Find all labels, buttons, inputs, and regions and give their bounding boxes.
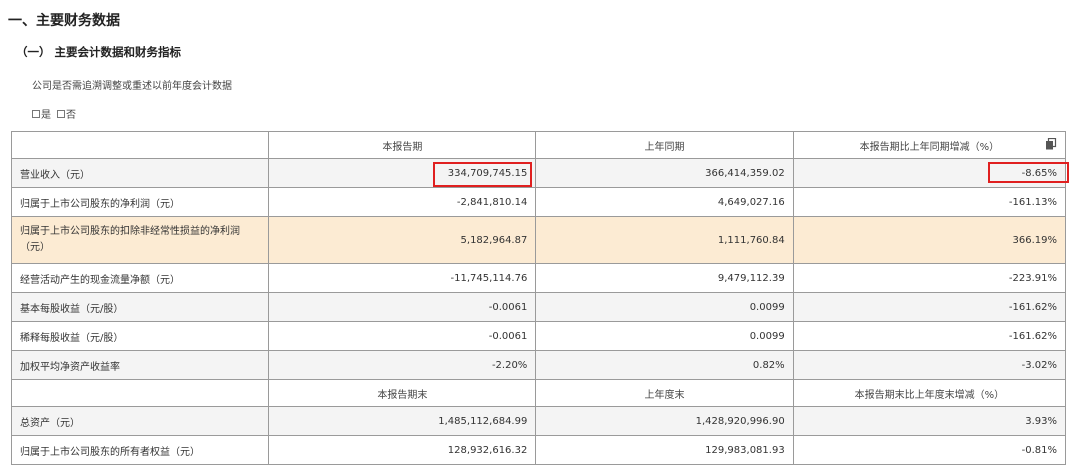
current-value-cell: -2,841,810.14 [268, 187, 537, 217]
prior-value-cell: 1,111,760.84 [535, 216, 794, 264]
highlight-box-change [988, 162, 1069, 183]
table-row: 经营活动产生的现金流量净额（元） -11,745,114.76 9,479,11… [10, 263, 1067, 293]
row-label: 营业收入（元） [10, 158, 270, 188]
current-value-cell: -11,745,114.76 [268, 263, 537, 293]
option-yes[interactable]: 是 [32, 106, 51, 121]
table-row: 稀释每股收益（元/股） -0.0061 0.0099 -161.62% [10, 321, 1067, 351]
row-label: 基本每股收益（元/股） [10, 292, 270, 322]
table-row: 归属于上市公司股东的净利润（元） -2,841,810.14 4,649,027… [10, 187, 1067, 217]
header-prior-period: 上年同期 [535, 131, 794, 159]
header-prior-year-end: 上年度末 [535, 379, 794, 407]
header-change-pct-year-end: 本报告期末比上年度末增减（%） [792, 379, 1067, 407]
prior-value-cell: 4,649,027.16 [535, 187, 794, 217]
change-value-cell: 366.19% [792, 216, 1067, 264]
section-heading: 一、主要财务数据 [8, 13, 120, 29]
table-row-highlighted: 归属于上市公司股东的扣除非经常性损益的净利润（元） 5,182,964.87 1… [10, 216, 1067, 264]
header-current-period: 本报告期 [268, 131, 537, 159]
change-value-cell: -161.13% [792, 187, 1067, 217]
checkbox-icon[interactable] [32, 109, 40, 118]
row-label: 归属于上市公司股东的所有者权益（元） [10, 435, 270, 465]
change-value-cell: -0.81% [792, 435, 1067, 465]
row-label: 归属于上市公司股东的净利润（元） [10, 187, 270, 217]
table-row: 加权平均净资产收益率 -2.20% 0.82% -3.02% [10, 350, 1067, 380]
prior-value-cell: 129,983,081.93 [535, 435, 794, 465]
header-period-end: 本报告期末 [268, 379, 537, 407]
change-value-cell: -161.62% [792, 321, 1067, 351]
prior-value-cell: 1,428,920,996.90 [535, 406, 794, 436]
table-row: 基本每股收益（元/股） -0.0061 0.0099 -161.62% [10, 292, 1067, 322]
header-cell-empty [10, 379, 270, 407]
option-no-label: 否 [66, 110, 76, 121]
prior-value-cell: 0.0099 [535, 292, 794, 322]
checkbox-icon[interactable] [57, 109, 65, 118]
row-label: 加权平均净资产收益率 [10, 350, 270, 380]
current-value-cell: -2.20% [268, 350, 537, 380]
financial-data-table: 本报告期 上年同期 本报告期比上年同期增减（%） 营业收入（元） 334,709… [10, 131, 1067, 465]
change-value-cell: -161.62% [792, 292, 1067, 322]
current-value-cell: 1,485,112,684.99 [268, 406, 537, 436]
change-value-cell: -3.02% [792, 350, 1067, 380]
row-label: 稀释每股收益（元/股） [10, 321, 270, 351]
header-change-pct-label: 本报告期比上年同期增减（%） [859, 141, 1000, 153]
row-label: 归属于上市公司股东的扣除非经常性损益的净利润（元） [10, 216, 270, 264]
option-yes-label: 是 [41, 110, 51, 121]
prior-value-cell: 366,414,359.02 [535, 158, 794, 188]
change-value-cell: -8.65% [792, 158, 1067, 188]
change-value-cell: 3.93% [792, 406, 1067, 436]
table-header-row: 本报告期末 上年度末 本报告期末比上年度末增减（%） [10, 379, 1067, 407]
current-value-cell: -0.0061 [268, 321, 537, 351]
table-row: 总资产（元） 1,485,112,684.99 1,428,920,996.90… [10, 406, 1067, 436]
row-label: 经营活动产生的现金流量净额（元） [10, 263, 270, 293]
table-row: 归属于上市公司股东的所有者权益（元） 128,932,616.32 129,98… [10, 435, 1067, 465]
change-value-cell: -223.91% [792, 263, 1067, 293]
subsection-heading: （一） 主要会计数据和财务指标 [16, 45, 182, 59]
current-value-cell: -0.0061 [268, 292, 537, 322]
prior-value-cell: 0.82% [535, 350, 794, 380]
restatement-options: 是 否 [32, 106, 80, 121]
current-value-cell: 128,932,616.32 [268, 435, 537, 465]
table-row: 营业收入（元） 334,709,745.15 366,414,359.02 -8… [10, 158, 1067, 188]
copy-icon[interactable] [1045, 138, 1057, 150]
header-cell-empty [10, 131, 270, 159]
highlight-box-revenue [433, 162, 532, 187]
restatement-question: 公司是否需追溯调整或重述以前年度会计数据 [32, 81, 232, 92]
prior-value-cell: 9,479,112.39 [535, 263, 794, 293]
table-header-row: 本报告期 上年同期 本报告期比上年同期增减（%） [10, 131, 1067, 159]
row-label: 总资产（元） [10, 406, 270, 436]
prior-value-cell: 0.0099 [535, 321, 794, 351]
header-change-pct: 本报告期比上年同期增减（%） [792, 131, 1067, 159]
current-value-cell: 5,182,964.87 [268, 216, 537, 264]
option-no[interactable]: 否 [57, 106, 76, 121]
